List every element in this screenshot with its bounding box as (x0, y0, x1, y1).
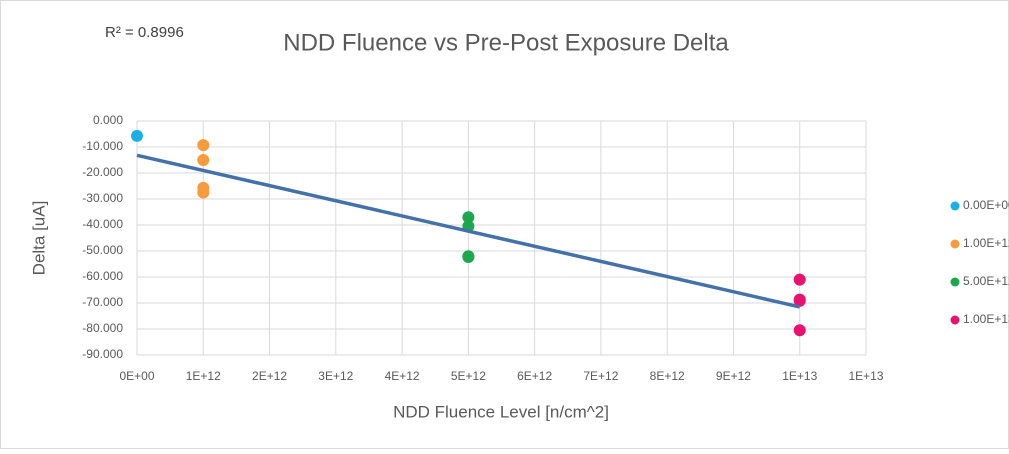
legend-label: 5.00E+12 (963, 274, 1009, 288)
y-tick-label: -90.000 (82, 347, 123, 361)
point (462, 250, 475, 263)
x-tick-label: 2E+12 (252, 369, 287, 383)
y-tick-label: -80.000 (82, 321, 123, 335)
y-tick-label: 0.000 (93, 113, 123, 127)
y-tick-label: -40.000 (82, 217, 123, 231)
x-tick-label: 1E+13 (782, 369, 817, 383)
x-tick-label: 4E+12 (385, 369, 420, 383)
y-tick-label: -20.000 (82, 165, 123, 179)
legend-marker (950, 315, 960, 325)
point (793, 273, 806, 286)
point (197, 139, 210, 152)
trendline (136, 153, 801, 309)
x-tick-label: 7E+12 (583, 369, 618, 383)
x-tick-label: 3E+12 (318, 369, 353, 383)
y-tick-label: -50.000 (82, 243, 123, 257)
legend-marker (950, 201, 960, 211)
r-squared: R² = 0.8996 (105, 24, 184, 41)
y-tick-label: -60.000 (82, 269, 123, 283)
y-tick-label: -10.000 (82, 139, 123, 153)
point (793, 294, 806, 307)
legend-marker (950, 277, 960, 287)
y-tick-label: -30.000 (82, 191, 123, 205)
x-tick-label: 0E+00 (119, 369, 154, 383)
point (462, 211, 475, 224)
y-tick-label: -70.000 (82, 295, 123, 309)
x-tick-label: 6E+12 (517, 369, 552, 383)
x-axis-label: NDD Fluence Level [n/cm^2] (393, 402, 609, 421)
x-tick-label: 1E+12 (186, 369, 221, 383)
x-tick-label: 8E+12 (650, 369, 685, 383)
point (197, 154, 210, 166)
legend-marker (950, 239, 960, 249)
chart-title: NDD Fluence vs Pre-Post Exposure Delta (283, 29, 729, 56)
point (131, 129, 143, 142)
point (793, 324, 806, 337)
legend-label: 1.00E+12 (963, 236, 1009, 250)
legend-label: 1.00E+13 (963, 312, 1009, 326)
x-tick-label: 5E+12 (451, 369, 486, 383)
point (197, 186, 210, 199)
y-axis-label: Delta [uA] (29, 201, 48, 276)
legend-label: 0.00E+00 (963, 198, 1009, 212)
x-tick-label: 1E+13 (848, 369, 883, 383)
x-tick-label: 9E+12 (716, 369, 751, 383)
